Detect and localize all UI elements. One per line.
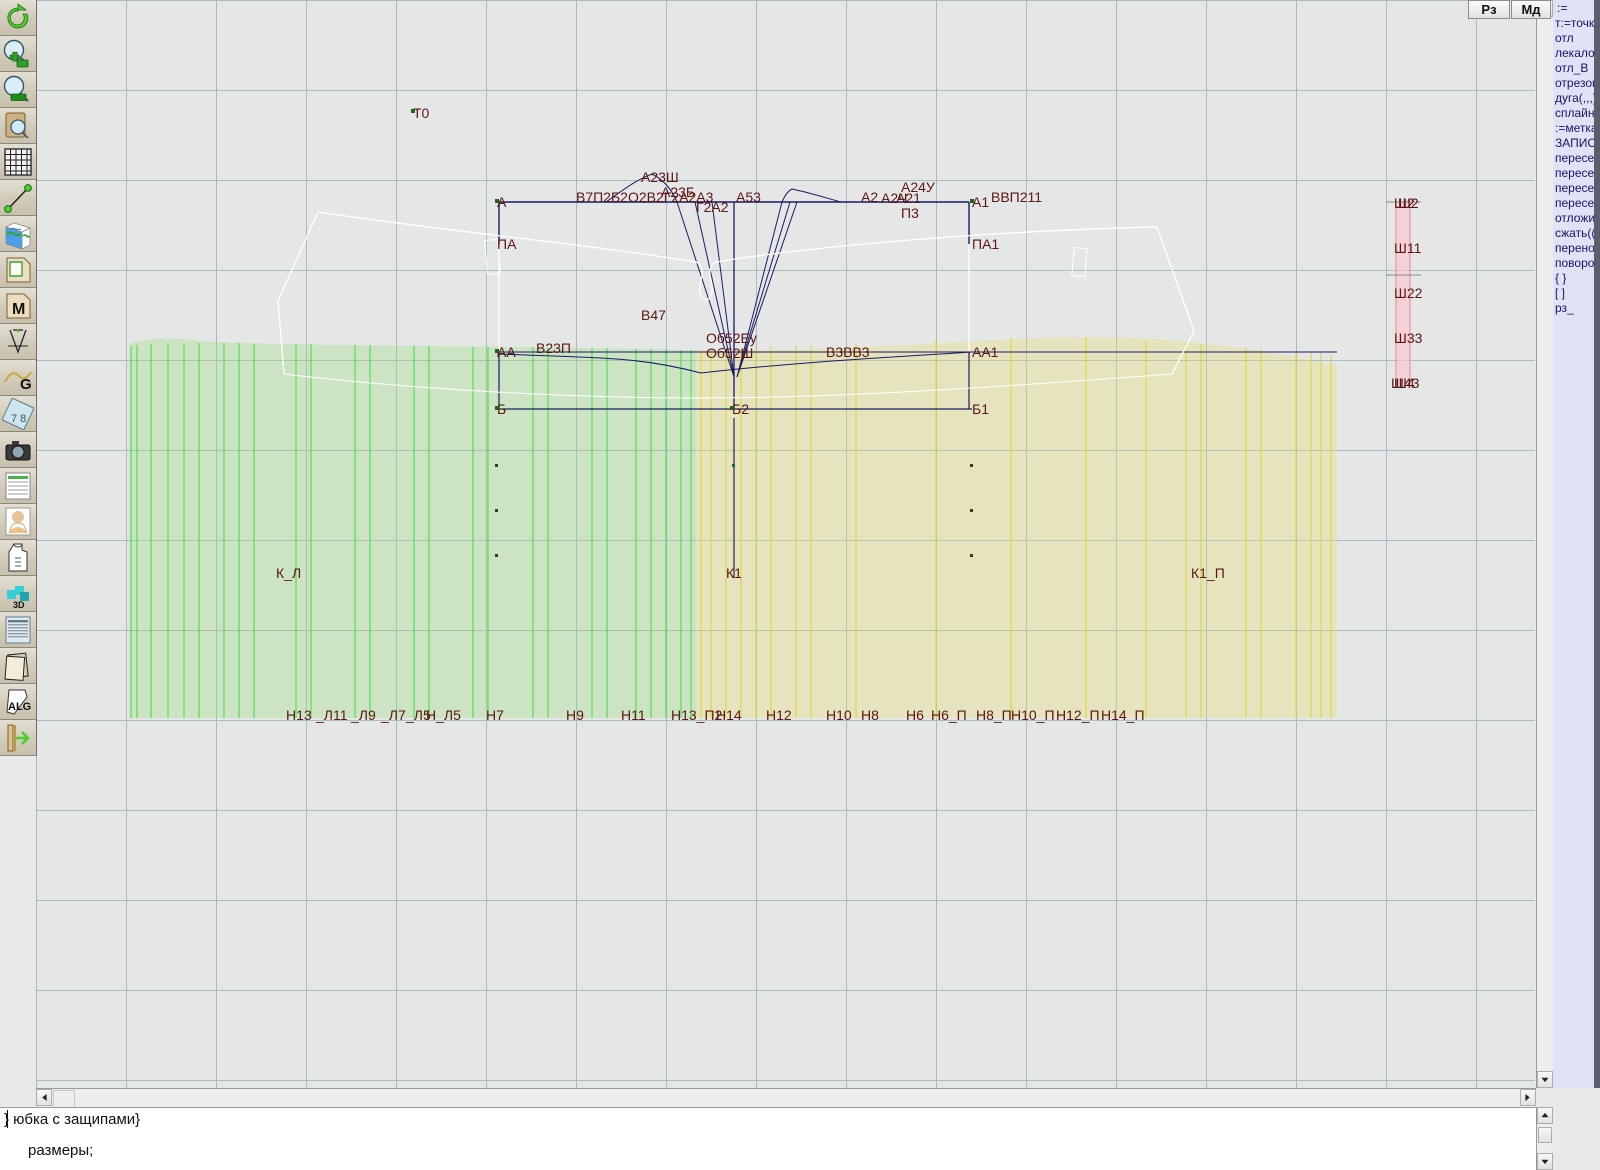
- svg-text:ВВП211: ВВП211: [991, 189, 1042, 205]
- svg-text:В23П: В23П: [536, 340, 571, 356]
- svg-text:Н8: Н8: [861, 707, 879, 723]
- svg-text:А21: А21: [896, 190, 921, 206]
- svg-text:Н13: Н13: [286, 707, 312, 723]
- svg-text:Н12: Н12: [766, 707, 792, 723]
- svg-text:Н11: Н11: [621, 707, 646, 723]
- svg-text:Н10: Н10: [826, 707, 852, 723]
- svg-text:ПА1: ПА1: [972, 236, 999, 252]
- svg-text:Ш22: Ш22: [1394, 285, 1423, 301]
- svg-text:Н_Л5: Н_Л5: [426, 707, 461, 723]
- svg-text:Ш2: Ш2: [1398, 195, 1419, 211]
- svg-text:Н7: Н7: [486, 707, 504, 723]
- svg-text:А23Ш: А23Ш: [641, 169, 679, 185]
- svg-text:В3ВВ3: В3ВВ3: [826, 344, 870, 360]
- svg-text:Н9: Н9: [566, 707, 584, 723]
- svg-text:АА1: АА1: [972, 344, 999, 360]
- svg-text:_Л11: _Л11: [315, 707, 348, 723]
- svg-text:К1_П: К1_П: [1191, 565, 1225, 581]
- svg-text:Б2: Б2: [732, 401, 749, 417]
- svg-text:_Л7: _Л7: [380, 707, 406, 723]
- svg-text:А53: А53: [736, 189, 761, 205]
- svg-text:Б1: Б1: [972, 401, 989, 417]
- svg-text:Об52Еу: Об52Еу: [706, 330, 757, 346]
- svg-text:Об52Ш: Об52Ш: [706, 345, 753, 361]
- svg-text:Н14: Н14: [716, 707, 742, 723]
- svg-text:ПА: ПА: [497, 236, 517, 252]
- svg-text:АА: АА: [497, 344, 516, 360]
- svg-text:M: M: [12, 301, 25, 318]
- svg-text:G: G: [20, 376, 32, 393]
- svg-text:ALG: ALG: [8, 701, 31, 713]
- svg-text:Н13_П2: Н13_П2: [671, 707, 723, 723]
- svg-text:Н14_П: Н14_П: [1101, 707, 1145, 723]
- svg-text:3D: 3D: [13, 600, 25, 610]
- svg-text:В7П2Б2О2В2Г2А2А3: В7П2Б2О2В2Г2А2А3: [576, 189, 714, 205]
- svg-text:П3: П3: [901, 205, 919, 221]
- svg-text:Т0: Т0: [413, 105, 430, 121]
- svg-text:А1: А1: [972, 194, 989, 210]
- svg-text:А2: А2: [861, 189, 878, 205]
- svg-text:7 8: 7 8: [11, 413, 26, 425]
- svg-text:Н6_П: Н6_П: [931, 707, 967, 723]
- svg-text:К_Л: К_Л: [276, 565, 301, 581]
- svg-text:Н10_П: Н10_П: [1011, 707, 1055, 723]
- svg-text:_Л9: _Л9: [350, 707, 376, 723]
- svg-text:Н6: Н6: [906, 707, 924, 723]
- svg-text:Ш11: Ш11: [1394, 240, 1422, 256]
- svg-text:В47: В47: [641, 307, 666, 323]
- svg-text:Н12_П: Н12_П: [1056, 707, 1100, 723]
- svg-text:Ш4: Ш4: [1394, 375, 1415, 391]
- svg-text:Н8_П: Н8_П: [976, 707, 1012, 723]
- svg-text:Г2А2: Г2А2: [696, 199, 729, 215]
- svg-text:Ш33: Ш33: [1394, 330, 1423, 346]
